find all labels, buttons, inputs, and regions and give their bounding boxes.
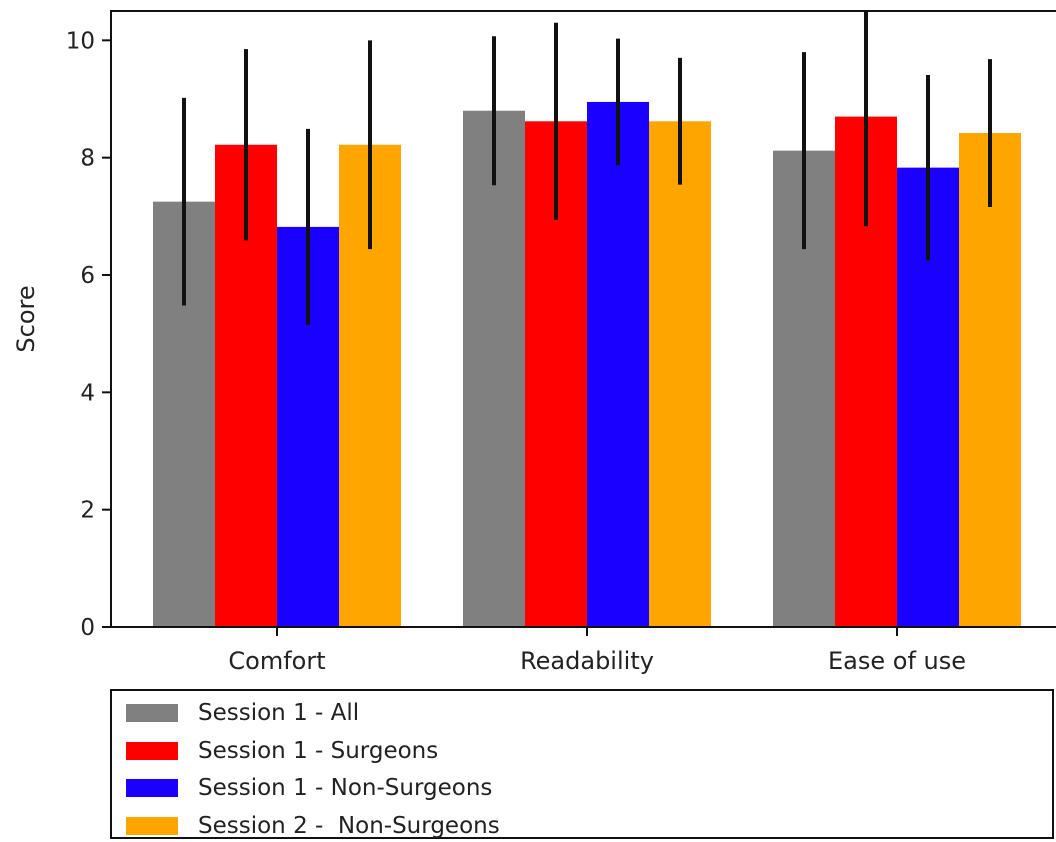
- bars-group: [153, 101, 1021, 628]
- bar: [463, 110, 525, 627]
- y-tick-label: 10: [66, 28, 95, 54]
- legend-swatch: [126, 779, 178, 797]
- legend-swatch: [126, 816, 178, 835]
- legend-item: Session 1 - Non-Surgeons: [126, 773, 492, 803]
- y-axis-ticks: 0 2 4 6 8 10: [66, 28, 111, 641]
- y-axis-label: Score: [12, 285, 40, 352]
- y-tick-label: 4: [80, 380, 95, 406]
- legend-label: Session 2 - Non-Surgeons: [198, 812, 500, 839]
- x-tick-label: Ease of use: [828, 647, 966, 675]
- legend-label: Session 1 - Non-Surgeons: [198, 775, 493, 801]
- bar-chart: 0 2 4 6 8 10 Comfort Readability Ease of use Sc…: [12, 10, 1056, 675]
- x-tick-label: Readability: [520, 647, 654, 675]
- error-bars-group: [182, 11, 992, 325]
- legend-item: Session 2 - Non-Surgeons: [126, 811, 500, 841]
- y-tick-label: 2: [80, 498, 95, 524]
- legend-swatch: [126, 704, 178, 722]
- y-tick-label: 8: [80, 146, 95, 172]
- y-tick-label: 0: [80, 615, 95, 641]
- plot-frame: [110, 10, 1056, 628]
- legend: Session 1 - All Session 1 - Surgeons Sessi…: [110, 689, 1054, 839]
- bar: [959, 133, 1021, 627]
- bar: [587, 101, 649, 627]
- legend-item: Session 1 - All: [126, 698, 359, 728]
- legend-label: Session 1 - All: [198, 700, 360, 726]
- legend-label: Session 1 - Surgeons: [198, 737, 439, 764]
- y-tick-label: 6: [80, 263, 95, 289]
- x-axis-ticks: Comfort Readability Ease of use: [228, 627, 966, 675]
- x-tick-label: Comfort: [228, 647, 325, 675]
- bar: [649, 121, 711, 627]
- legend-swatch: [126, 741, 178, 760]
- legend-item: Session 1 - Surgeons: [126, 736, 438, 766]
